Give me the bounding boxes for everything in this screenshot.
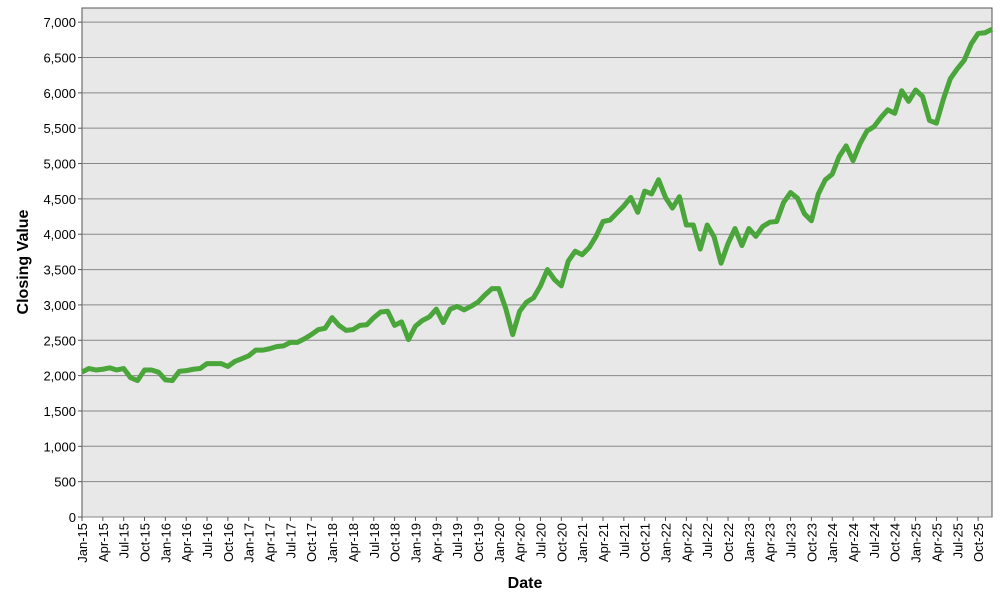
x-tick-label: Oct-20	[554, 523, 569, 562]
x-tick-label: Apr-15	[96, 523, 111, 562]
x-tick-label: Jul-20	[533, 523, 548, 558]
y-tick-label: 6,000	[43, 86, 76, 101]
x-tick-label: Jan-23	[742, 523, 757, 563]
y-tick-label: 0	[69, 510, 76, 525]
y-axis-label: Closing Value	[15, 209, 32, 314]
x-tick-label: Apr-17	[263, 523, 278, 562]
x-tick-label: Jul-24	[867, 523, 882, 558]
y-tick-label: 5,500	[43, 121, 76, 136]
y-tick-label: 2,000	[43, 369, 76, 384]
y-tick-label: 2,500	[43, 333, 76, 348]
x-tick-label: Jul-15	[117, 523, 132, 558]
x-tick-label: Jan-25	[909, 523, 924, 563]
x-tick-label: Jan-21	[575, 523, 590, 563]
x-tick-label: Jul-21	[617, 523, 632, 558]
y-tick-label: 500	[54, 475, 76, 490]
x-tick-label: Jan-17	[242, 523, 257, 563]
y-tick-label: 3,500	[43, 263, 76, 278]
x-tick-label: Jan-19	[408, 523, 423, 563]
x-tick-label: Jul-16	[200, 523, 215, 558]
x-tick-label: Jan-24	[825, 523, 840, 563]
x-tick-label: Oct-25	[971, 523, 986, 562]
y-tick-label: 6,500	[43, 50, 76, 65]
x-tick-label: Apr-21	[596, 523, 611, 562]
x-tick-label: Oct-15	[138, 523, 153, 562]
y-tick-label: 1,000	[43, 439, 76, 454]
y-tick-label: 3,000	[43, 298, 76, 313]
x-tick-label: Oct-23	[804, 523, 819, 562]
x-tick-label: Apr-23	[763, 523, 778, 562]
x-tick-label: Jan-16	[158, 523, 173, 563]
y-tick-label: 7,000	[43, 15, 76, 30]
y-tick-label: 5,000	[43, 157, 76, 172]
x-tick-label: Oct-19	[471, 523, 486, 562]
x-tick-label: Jul-23	[784, 523, 799, 558]
x-tick-label: Jul-18	[367, 523, 382, 558]
x-tick-label: Oct-24	[888, 523, 903, 562]
x-tick-label: Oct-21	[638, 523, 653, 562]
x-tick-label: Jul-25	[950, 523, 965, 558]
x-tick-label: Oct-18	[388, 523, 403, 562]
plot-area	[81, 7, 993, 518]
x-tick-label: Jul-17	[283, 523, 298, 558]
x-tick-label: Apr-19	[429, 523, 444, 562]
x-tick-label: Apr-22	[679, 523, 694, 562]
y-tick-label: 4,500	[43, 192, 76, 207]
x-tick-label: Jul-22	[700, 523, 715, 558]
x-tick-label: Jan-18	[325, 523, 340, 563]
x-tick-label: Jan-15	[75, 523, 90, 563]
x-tick-label: Apr-16	[179, 523, 194, 562]
x-tick-label: Oct-22	[721, 523, 736, 562]
x-tick-label: Oct-17	[304, 523, 319, 562]
x-tick-label: Apr-20	[513, 523, 528, 562]
x-tick-label: Jan-22	[659, 523, 674, 563]
x-tick-label: Oct-16	[221, 523, 236, 562]
line	[80, 26, 994, 384]
x-tick-label: Apr-18	[346, 523, 361, 562]
x-tick-label: Jan-20	[492, 523, 507, 563]
x-axis-label: Date	[508, 575, 543, 592]
y-tick-label: 4,000	[43, 227, 76, 242]
x-tick-label: Jul-19	[450, 523, 465, 558]
x-tick-label: Apr-24	[846, 523, 861, 562]
y-tick-label: 1,500	[43, 404, 76, 419]
x-tick-label: Apr-25	[929, 523, 944, 562]
